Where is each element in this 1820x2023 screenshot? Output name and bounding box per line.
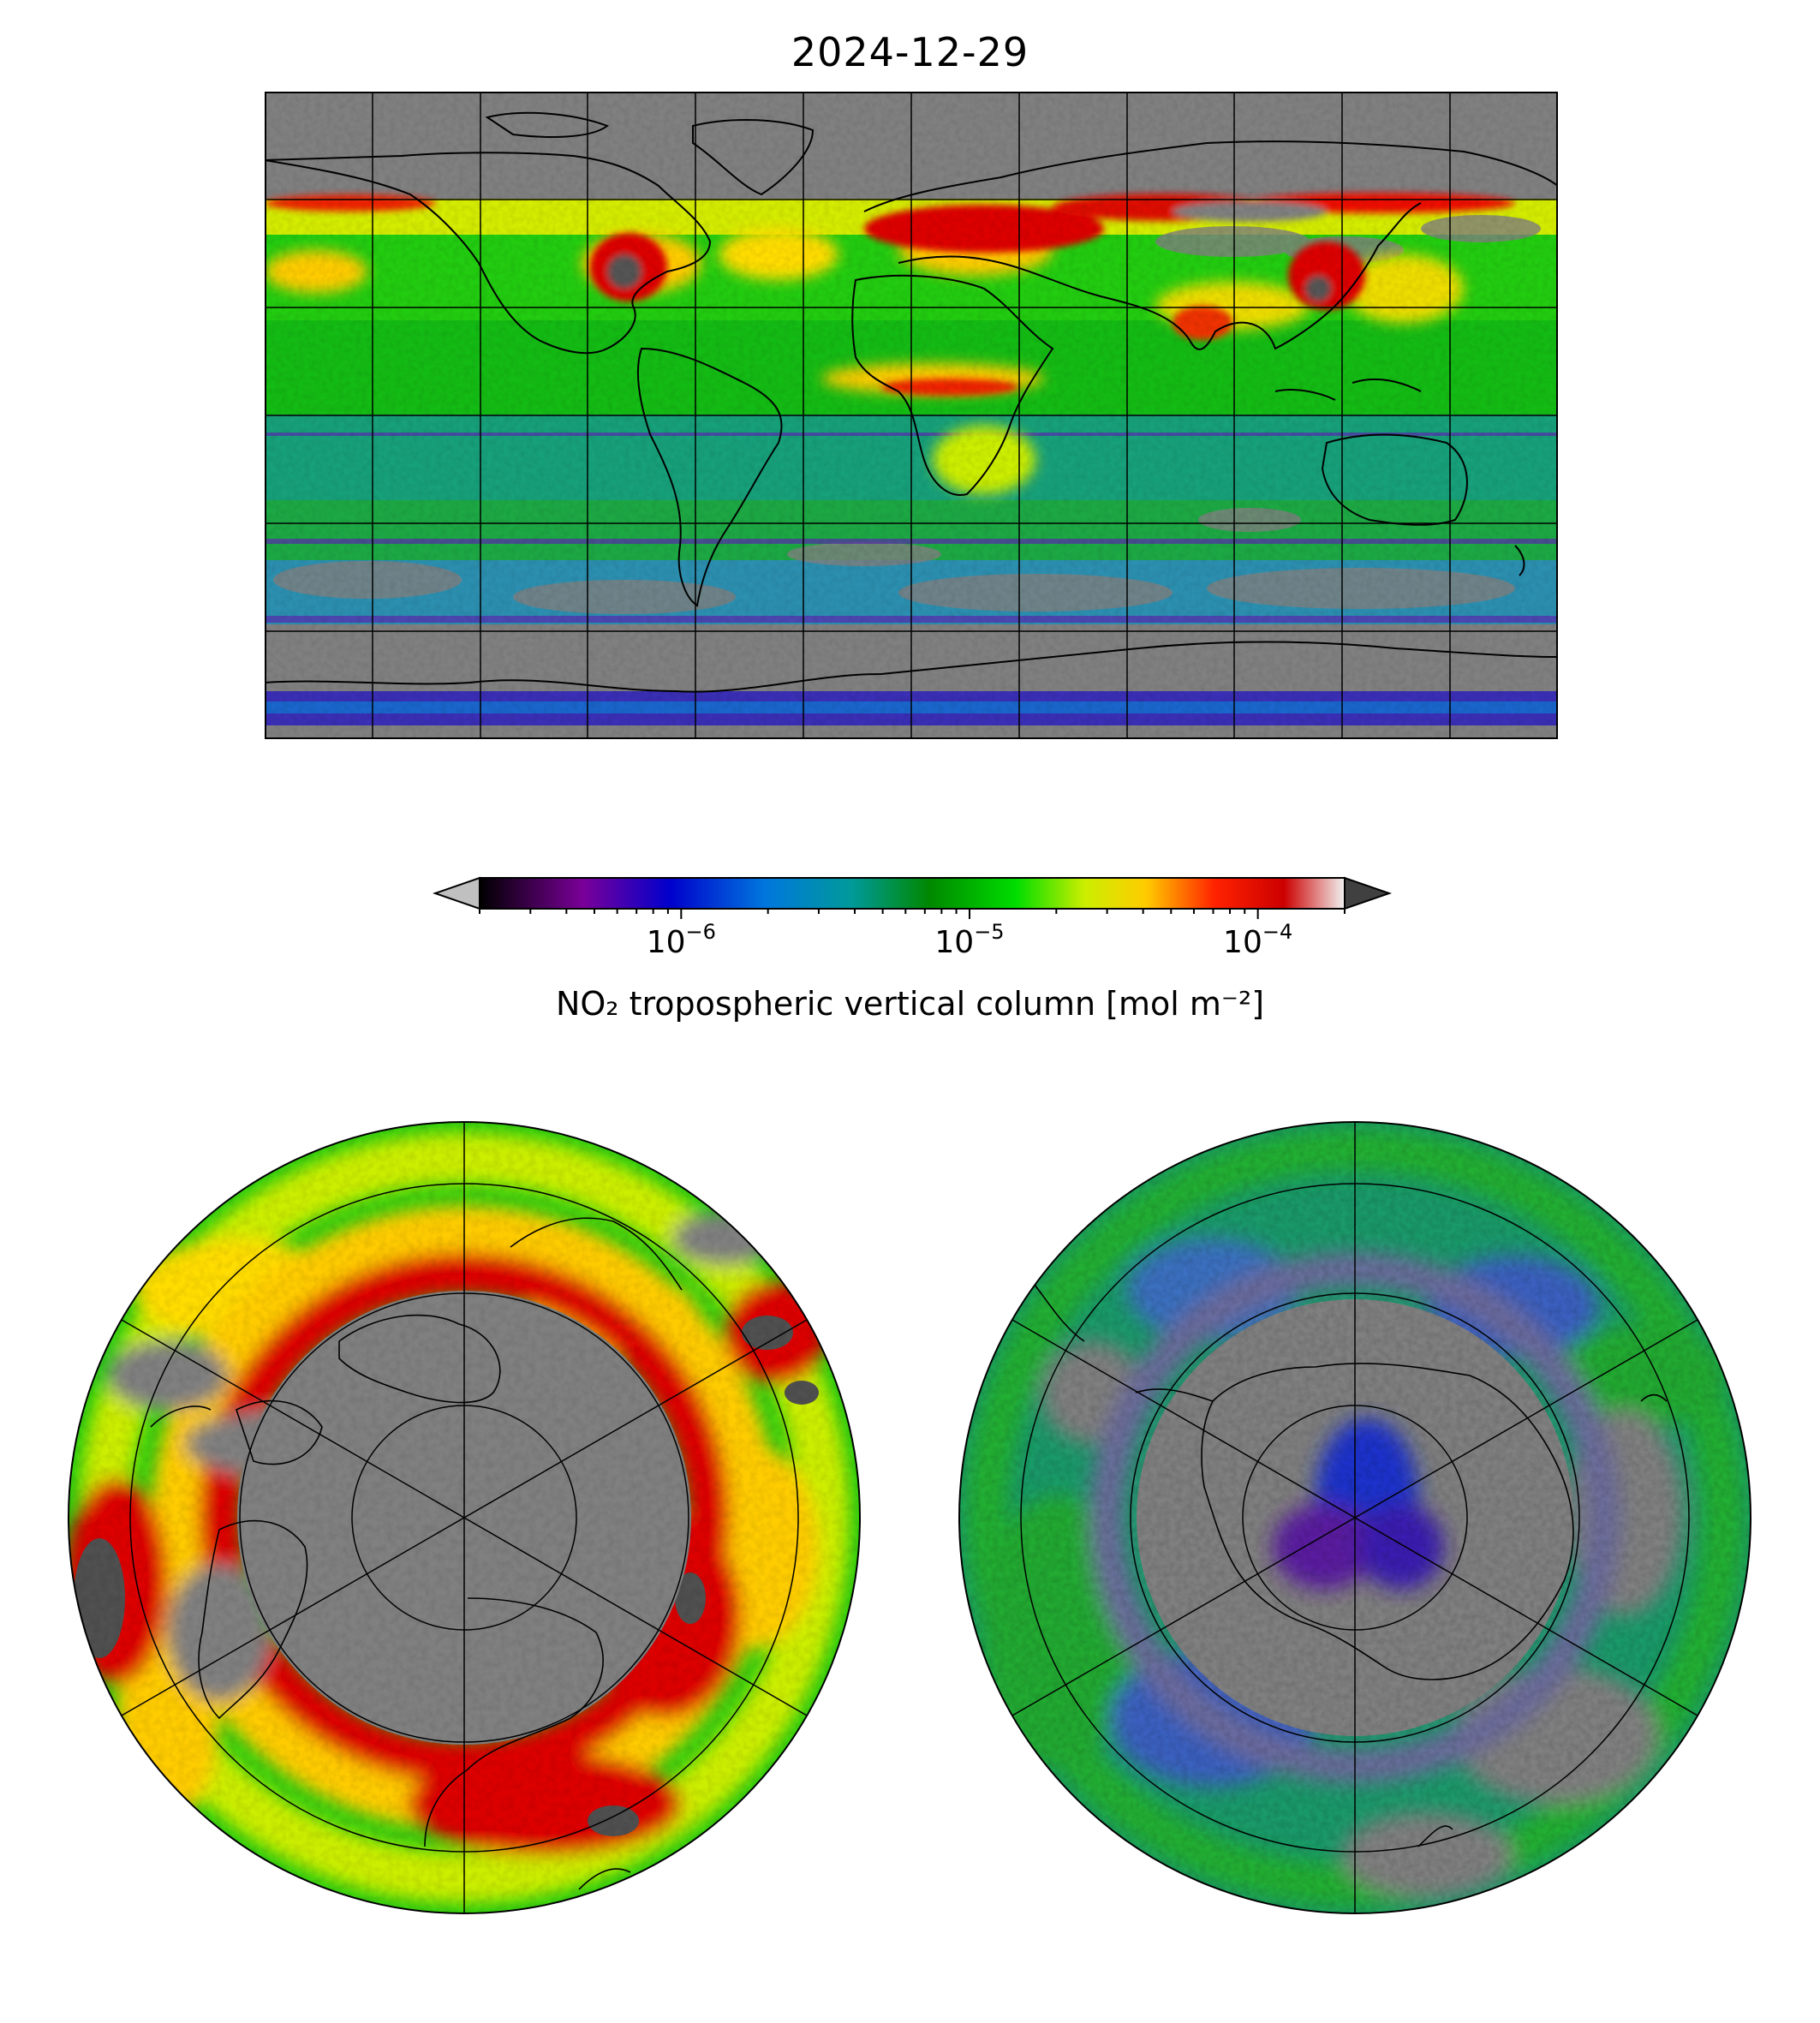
- colorbar-under-arrow: [432, 876, 480, 910]
- graticule: [265, 92, 1558, 739]
- north-map-frame: [68, 1121, 861, 1914]
- colorbar-tick-label: 10−4: [1223, 920, 1292, 955]
- colorbar-tick-label: 10−6: [647, 920, 716, 955]
- north-polar-field: [69, 1122, 860, 1913]
- figure-title: 2024-12-29: [791, 29, 1029, 75]
- global-map-frame: [265, 92, 1558, 739]
- colorbar: 10−6 10−5 10−4: [432, 876, 1393, 955]
- global-field: [265, 92, 1558, 739]
- colorbar-over-arrow: [1344, 876, 1393, 910]
- south-polar-map: [958, 1121, 1751, 1914]
- south-map-frame: [958, 1121, 1751, 1914]
- colorbar-label: NO₂ tropospheric vertical column [mol m⁻…: [555, 985, 1265, 1023]
- colorbar-gradient: [479, 877, 1346, 910]
- global-map: [265, 92, 1558, 739]
- colorbar-tick-label: 10−5: [934, 920, 1004, 955]
- south-polar-field: [959, 1122, 1751, 1913]
- north-polar-map: [68, 1121, 861, 1914]
